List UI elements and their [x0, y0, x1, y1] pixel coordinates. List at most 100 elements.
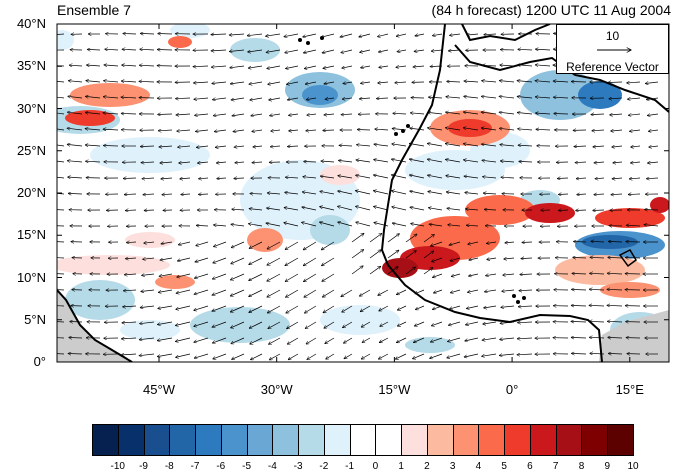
anomaly-contour: [302, 85, 338, 105]
island: [406, 124, 410, 128]
colorbar-swatch: [324, 424, 351, 456]
colorbar-label: -3: [286, 461, 310, 472]
colorbar-label: -2: [312, 461, 336, 472]
colorbar-swatch: [607, 424, 634, 456]
colorbar-label: 10: [621, 461, 645, 472]
wind-vector: [51, 226, 64, 227]
island: [512, 294, 516, 298]
anomaly-contour: [70, 83, 150, 107]
lon-label: 0°: [487, 382, 537, 397]
colorbar-label: 0: [363, 461, 387, 472]
wind-vector: [628, 194, 640, 195]
wind-vector: [304, 162, 316, 163]
anomaly-contour: [448, 119, 492, 137]
colorbar-swatch: [169, 424, 196, 456]
anomaly-contour: [525, 203, 575, 223]
colorbar-swatch: [195, 424, 222, 456]
colorbar-label: 6: [518, 461, 542, 472]
anomaly-contour: [405, 337, 455, 353]
wind-vector: [123, 34, 136, 35]
wind-vector: [53, 258, 64, 259]
colorbar-swatch: [144, 424, 171, 456]
lat-label: 35°N: [0, 58, 46, 73]
wind-vector: [69, 338, 82, 339]
wind-vector: [559, 210, 569, 211]
anomaly-contour: [65, 280, 135, 320]
anomaly-contour: [120, 320, 180, 340]
wind-vector: [144, 210, 154, 211]
anomaly-contour: [310, 215, 350, 245]
anomaly-contour: [125, 232, 175, 248]
lat-label: 0°: [0, 354, 46, 369]
colorbar-label: 5: [492, 461, 516, 472]
island: [394, 132, 398, 136]
wind-vector: [554, 114, 568, 115]
colorbar-swatch: [478, 424, 505, 456]
colorbar-label: -10: [106, 461, 130, 472]
colorbar-swatch: [401, 424, 428, 456]
wind-vector: [558, 194, 568, 195]
colorbar-label: 7: [544, 461, 568, 472]
colorbar-label: -9: [132, 461, 156, 472]
anomaly-contour: [168, 36, 192, 48]
anomaly-contour: [247, 228, 283, 252]
anomaly-contour: [320, 165, 360, 185]
colorbar-swatch: [556, 424, 583, 456]
colorbar-label: -6: [209, 461, 233, 472]
colorbar-label: 1: [389, 461, 413, 472]
wind-vector: [234, 178, 244, 179]
colorbar-label: 3: [441, 461, 465, 472]
lat-label: 30°N: [0, 101, 46, 116]
reference-arrow-icon: [595, 44, 635, 56]
wind-vector: [198, 194, 208, 195]
colorbar-swatch: [453, 424, 480, 456]
colorbar-label: -4: [260, 461, 284, 472]
island: [306, 41, 310, 45]
wind-vector: [357, 130, 370, 131]
wind-vector: [250, 194, 262, 195]
colorbar-swatch: [375, 424, 402, 456]
lat-label: 40°N: [0, 16, 46, 31]
colorbar-swatch: [221, 424, 248, 456]
lat-label: 10°N: [0, 270, 46, 285]
island: [516, 300, 520, 304]
colorbar-swatch: [427, 424, 454, 456]
wind-vector: [123, 178, 136, 179]
reference-vector-magnitude: 10: [557, 29, 668, 43]
colorbar-swatch: [118, 424, 145, 456]
colorbar-swatch: [581, 424, 608, 456]
anomaly-contour: [65, 110, 115, 126]
wind-vector: [593, 210, 604, 211]
wind-vector: [323, 130, 334, 131]
wind-vector: [645, 210, 658, 211]
wind-vector: [608, 82, 622, 83]
colorbar-label: -1: [338, 461, 362, 472]
lat-label: 15°N: [0, 227, 46, 242]
colorbar-label: -8: [157, 461, 181, 472]
wind-vector: [54, 274, 64, 275]
colorbar-swatch: [504, 424, 531, 456]
wind-vector: [522, 242, 532, 243]
anomaly-contour: [230, 38, 280, 62]
colorbar-label: -7: [183, 461, 207, 472]
colorbar-label: 9: [595, 461, 619, 472]
wind-vector: [574, 242, 587, 243]
anomaly-contour: [555, 255, 645, 285]
island: [298, 38, 302, 42]
colorbar-swatch: [530, 424, 557, 456]
anomaly-contour: [320, 305, 400, 335]
anomaly-contour: [155, 275, 195, 289]
colorbar-swatch: [92, 424, 119, 456]
wind-vector: [157, 50, 172, 51]
colorbar-swatch: [298, 424, 325, 456]
colorbar-swatch: [247, 424, 274, 456]
reference-vector-label: Reference Vector: [557, 60, 668, 74]
wind-vector: [55, 290, 64, 291]
colorbar-swatch: [350, 424, 377, 456]
wind-vector: [158, 114, 172, 115]
lon-label: 45°W: [134, 382, 184, 397]
wind-vector: [125, 210, 136, 211]
wind-vector: [576, 210, 586, 211]
lat-label: 5°N: [0, 312, 46, 327]
wind-vector: [54, 306, 65, 307]
